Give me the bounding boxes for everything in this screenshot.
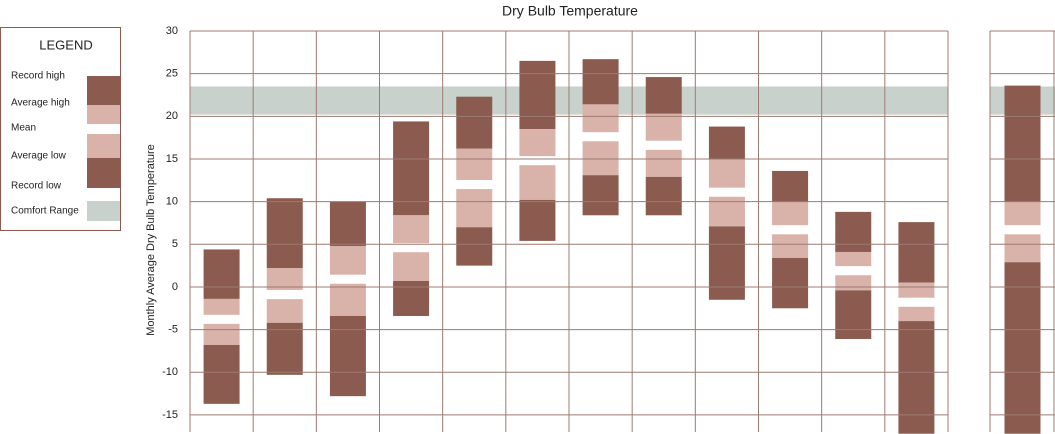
average-high-segment xyxy=(456,148,493,181)
mean-mark xyxy=(519,156,556,166)
average-low-segment xyxy=(772,234,809,258)
record-high-segment xyxy=(582,59,619,105)
average-high-segment xyxy=(645,113,682,141)
record-high-segment xyxy=(329,201,366,247)
y-tick-label: 25 xyxy=(166,68,178,80)
y-axis-label: Monthly Average Dry Bulb Temperature xyxy=(145,144,157,336)
record-high-segment xyxy=(708,126,745,159)
y-tick-label: 15 xyxy=(166,153,178,165)
mean-mark xyxy=(898,297,935,307)
average-low-segment xyxy=(1004,234,1041,263)
average-low-segment xyxy=(582,141,619,176)
mean-mark xyxy=(456,180,493,190)
record-high-segment xyxy=(772,170,809,202)
legend-item: Record high xyxy=(11,71,65,82)
record-low-segment xyxy=(1004,262,1041,434)
y-tick-label: 10 xyxy=(166,196,178,208)
mean-mark xyxy=(1004,225,1041,235)
average-low-segment xyxy=(519,165,556,200)
y-tick-label: -15 xyxy=(162,409,178,421)
chart-title: Dry Bulb Temperature xyxy=(502,3,638,19)
record-low-segment xyxy=(266,322,303,375)
mean-mark xyxy=(203,314,240,324)
average-high-segment xyxy=(393,215,430,244)
record-high-segment xyxy=(266,198,303,269)
record-low-segment xyxy=(456,227,493,266)
legend-swatch xyxy=(87,158,120,188)
record-low-segment xyxy=(203,344,240,404)
average-high-segment xyxy=(582,104,619,133)
mean-mark xyxy=(266,290,303,300)
average-high-segment xyxy=(519,129,556,157)
record-high-segment xyxy=(456,96,493,149)
average-low-segment xyxy=(898,306,935,322)
record-low-segment xyxy=(329,315,366,397)
average-low-segment xyxy=(835,275,872,291)
average-low-segment xyxy=(456,189,493,228)
record-low-segment xyxy=(898,321,935,434)
legend-item: Comfort Range xyxy=(11,206,79,217)
mean-mark xyxy=(329,274,366,284)
average-high-segment xyxy=(1004,201,1041,226)
average-low-segment xyxy=(266,299,303,323)
y-tick-label: 0 xyxy=(172,281,178,293)
average-high-segment xyxy=(203,298,240,315)
record-high-segment xyxy=(835,211,872,252)
record-low-segment xyxy=(835,290,872,340)
record-high-segment xyxy=(203,249,240,299)
average-high-segment xyxy=(266,268,303,291)
record-low-segment xyxy=(519,199,556,241)
average-high-segment xyxy=(708,158,745,188)
legend-item: Mean xyxy=(11,123,36,134)
record-low-segment xyxy=(393,280,430,316)
record-low-segment xyxy=(582,175,619,216)
y-tick-label: 20 xyxy=(166,110,178,122)
y-tick-label: -10 xyxy=(162,366,178,378)
legend-swatch xyxy=(87,105,120,124)
average-high-segment xyxy=(835,251,872,267)
y-tick-label: 30 xyxy=(166,25,178,37)
record-high-segment xyxy=(519,60,556,130)
average-low-segment xyxy=(329,283,366,316)
legend-swatch xyxy=(87,134,120,158)
record-high-segment xyxy=(1004,85,1041,202)
average-low-segment xyxy=(203,323,240,345)
record-high-segment xyxy=(898,222,935,283)
mean-mark xyxy=(708,187,745,197)
record-high-segment xyxy=(393,121,430,216)
mean-mark xyxy=(393,243,430,253)
y-tick-label: 5 xyxy=(172,238,178,250)
mean-mark xyxy=(645,140,682,150)
record-low-segment xyxy=(772,257,809,309)
record-high-segment xyxy=(645,77,682,114)
y-tick-label: -5 xyxy=(168,324,178,336)
mean-mark xyxy=(772,225,809,235)
legend-item: Average high xyxy=(11,98,70,109)
average-high-segment xyxy=(329,246,366,275)
average-high-segment xyxy=(898,282,935,298)
legend-swatch xyxy=(87,124,120,134)
legend-item: Record low xyxy=(11,181,62,192)
legend-swatch xyxy=(87,201,120,221)
average-low-segment xyxy=(393,252,430,281)
average-high-segment xyxy=(772,201,809,226)
legend-swatch xyxy=(87,76,120,105)
legend-title: LEGEND xyxy=(39,37,92,52)
legend-item: Average low xyxy=(11,151,67,162)
average-low-segment xyxy=(645,149,682,177)
record-low-segment xyxy=(645,176,682,216)
record-low-segment xyxy=(708,226,745,300)
legend-box xyxy=(0,27,121,231)
mean-mark xyxy=(835,266,872,276)
mean-mark xyxy=(582,132,619,142)
